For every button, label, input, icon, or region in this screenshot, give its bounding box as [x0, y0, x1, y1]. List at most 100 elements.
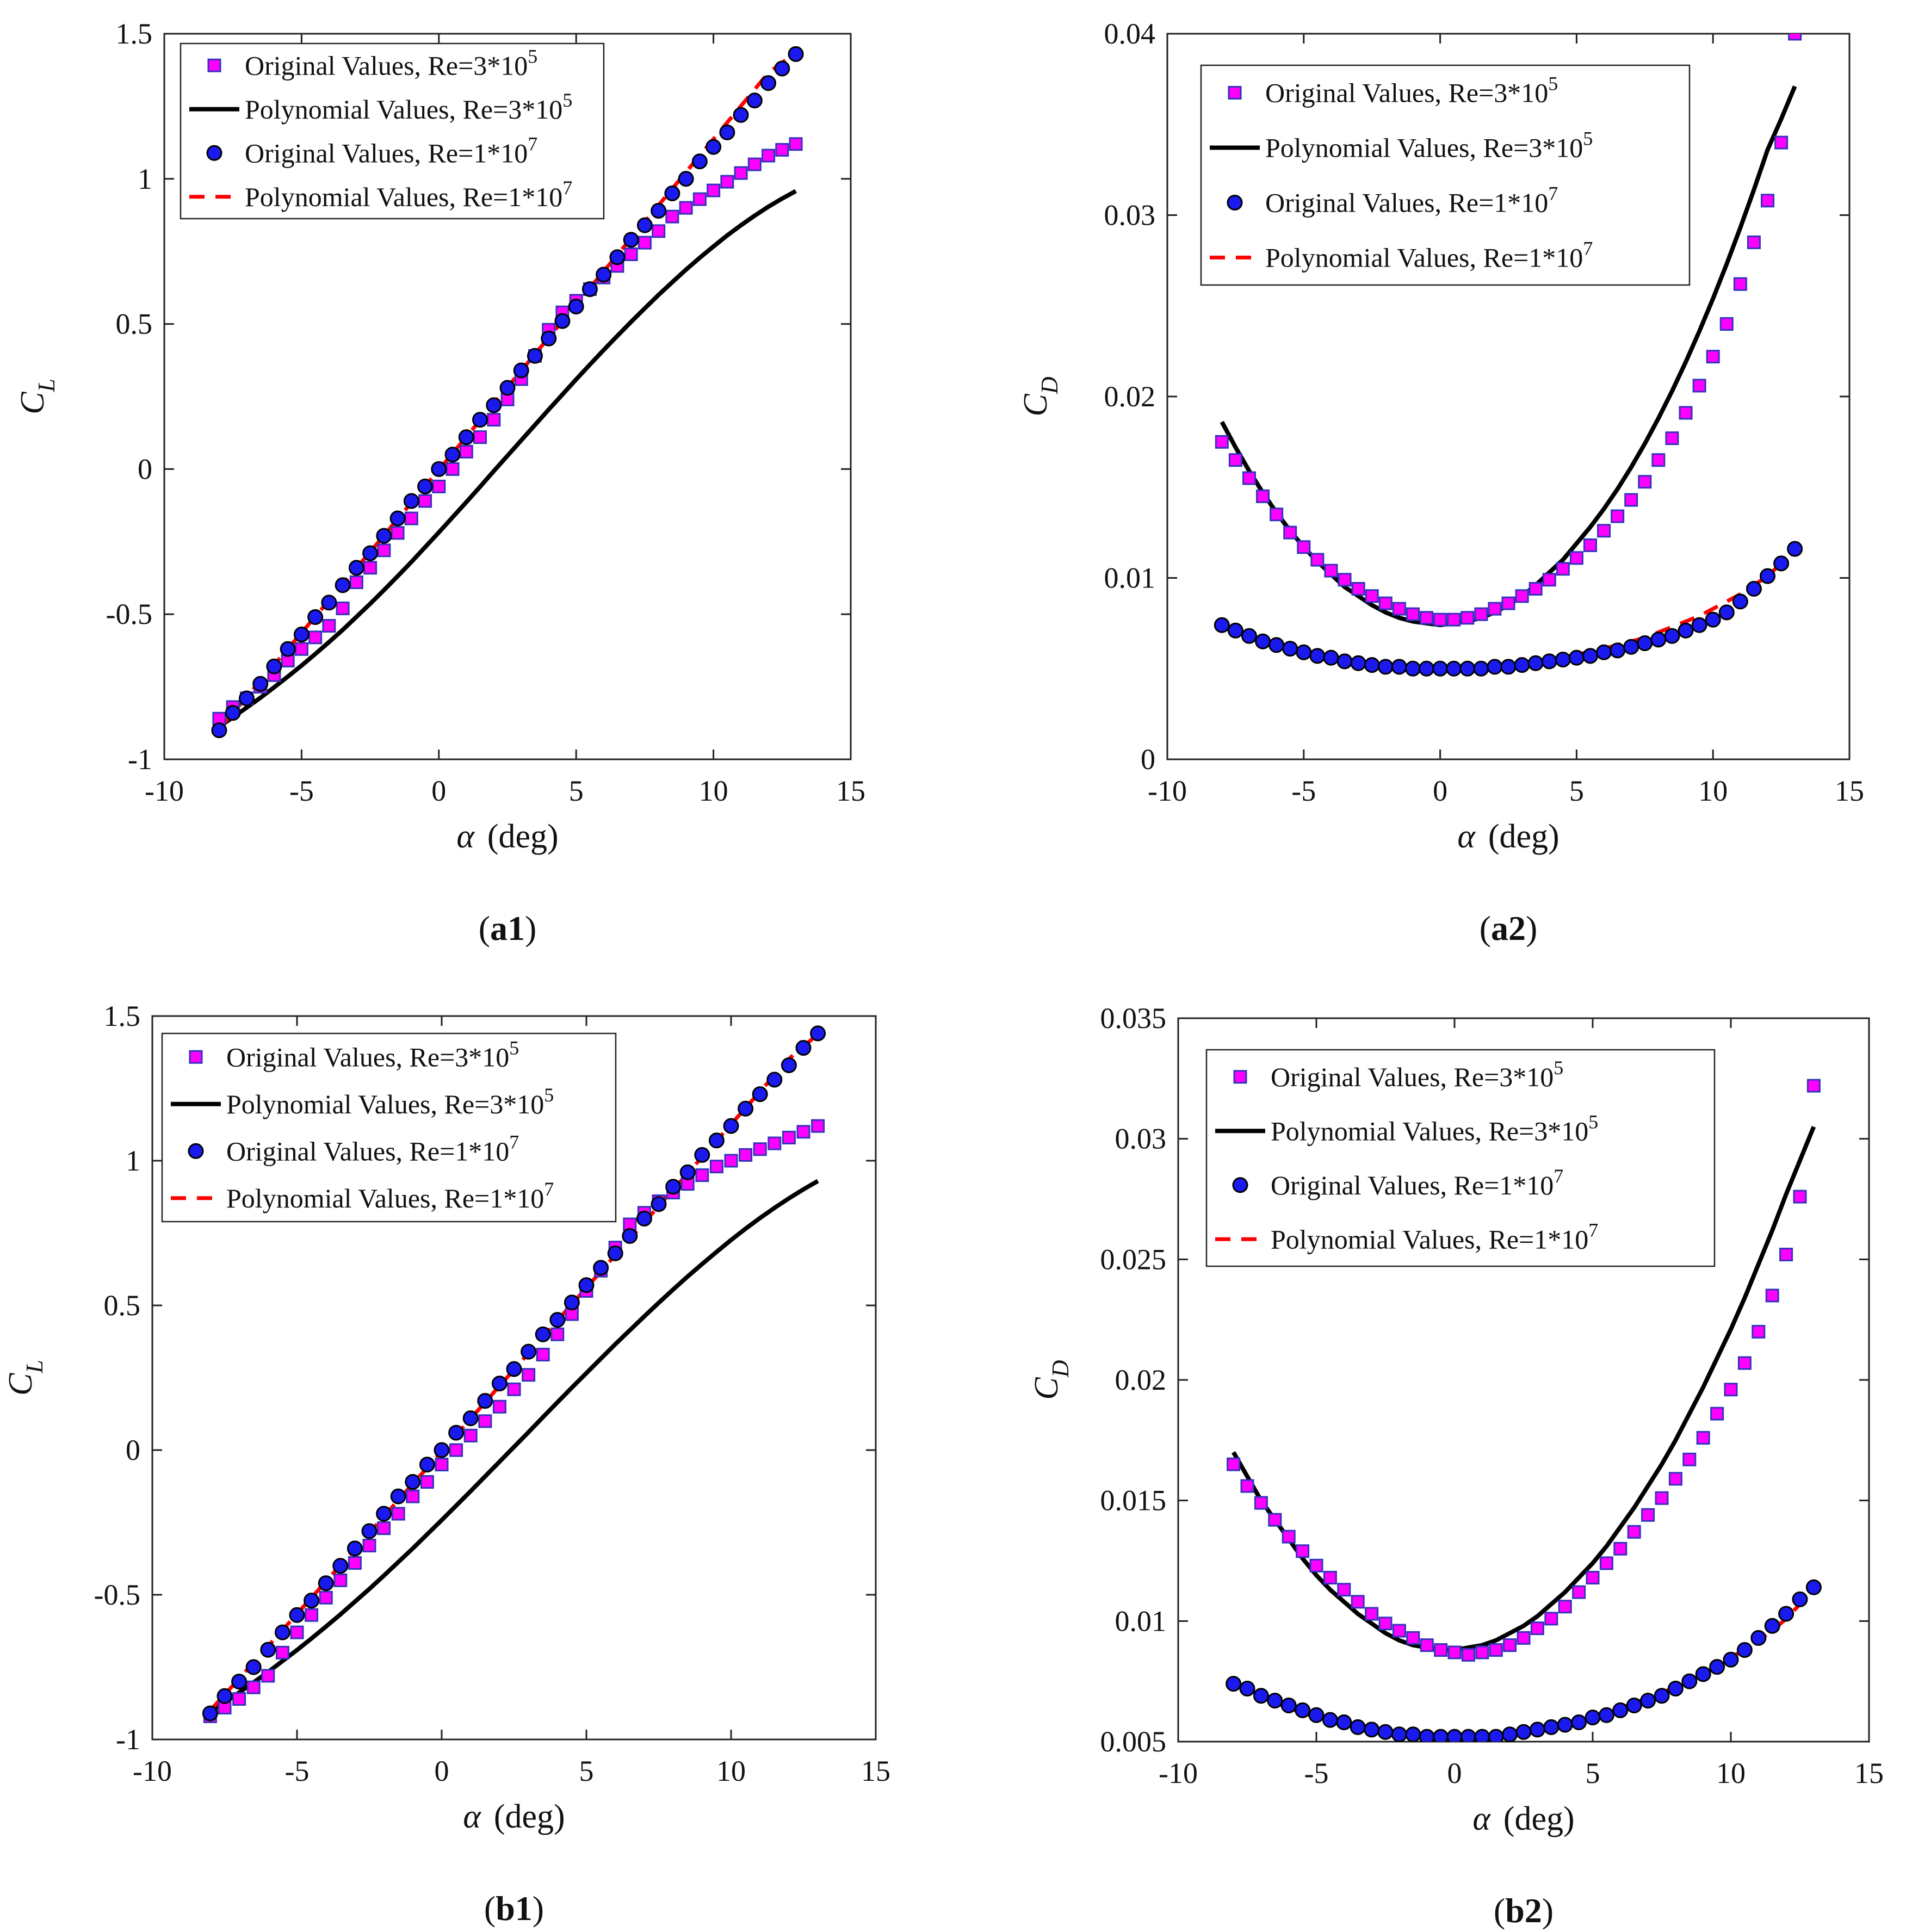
- data-point-square: [1517, 1631, 1531, 1645]
- panel-label-close: ): [525, 909, 536, 948]
- data-point-square: [473, 430, 487, 444]
- data-point-circle: [1295, 1702, 1311, 1718]
- data-point-square: [1242, 471, 1256, 485]
- data-point-square: [1489, 1643, 1503, 1657]
- legend-label: Original Values, Re=3*105: [245, 45, 537, 81]
- y-tick-label: 0.015: [1100, 1484, 1167, 1517]
- data-point-circle: [1760, 568, 1776, 584]
- data-point-circle: [491, 1376, 508, 1392]
- data-point-circle: [431, 461, 447, 477]
- data-point-square: [1297, 540, 1311, 554]
- series-line-1: [1232, 1125, 1816, 1652]
- data-point-square: [319, 1590, 333, 1605]
- data-point-square: [362, 1539, 376, 1553]
- x-axis-label: α (deg): [456, 818, 558, 855]
- legend-box: [1200, 64, 1691, 286]
- data-point-square: [404, 511, 418, 525]
- x-axis-unit: (deg): [1488, 818, 1560, 855]
- data-point-square: [406, 1489, 420, 1503]
- legend-label-exponent: 5: [509, 1037, 519, 1058]
- data-point-circle: [596, 267, 612, 283]
- data-point-circle: [723, 1118, 739, 1134]
- panel-label-close: ): [1526, 909, 1537, 948]
- y-tick-label: 0.035: [1100, 1002, 1167, 1035]
- x-tick-label: 10: [1698, 775, 1728, 807]
- x-axis-symbol: α: [456, 818, 475, 855]
- x-tick-label: 5: [579, 1755, 594, 1787]
- data-point-circle: [795, 1040, 812, 1056]
- data-point-circle: [321, 595, 337, 611]
- legend-label-main: Polynomial Values, Re=1*10: [245, 182, 562, 212]
- data-point-square: [1406, 1631, 1420, 1645]
- legend-box: [180, 42, 605, 220]
- chart-panel-a2: -10 -5 0 5 10 15 0 0.01 0.02 0.03 0.04 α (deg) CD (a2)…: [1017, 17, 1864, 948]
- data-point-square: [692, 192, 707, 206]
- data-point-square: [1501, 596, 1515, 610]
- y-axis-label: CD: [1028, 1360, 1074, 1400]
- legend-label-main: Polynomial Values, Re=3*10: [226, 1089, 544, 1119]
- data-point-circle: [376, 1506, 392, 1522]
- data-point-circle: [335, 577, 351, 593]
- legend-label-exponent: 5: [528, 45, 537, 67]
- legend-label-main: Original Values, Re=1*10: [1265, 188, 1548, 218]
- data-point-square: [1310, 553, 1325, 567]
- x-tick-label: 15: [1835, 775, 1864, 807]
- data-point-square: [1624, 493, 1638, 507]
- data-point-circle: [1598, 1707, 1614, 1723]
- data-point-circle: [535, 1326, 551, 1342]
- data-point-square: [487, 413, 501, 427]
- legend-label-exponent: 7: [1588, 1219, 1598, 1241]
- y-tick-label: 1: [126, 1144, 140, 1177]
- data-point-square: [1392, 602, 1406, 616]
- x-axis-unit: (deg): [487, 818, 559, 855]
- x-axis-symbol: α: [1472, 1800, 1491, 1837]
- y-tick-label: 0.02: [1115, 1364, 1167, 1396]
- panel-label-open: (: [1494, 1891, 1505, 1930]
- data-point-square: [363, 561, 378, 575]
- data-point-circle: [1718, 604, 1735, 621]
- data-point-square: [1434, 1643, 1448, 1657]
- data-point-circle: [1695, 1666, 1711, 1682]
- data-point-square: [391, 526, 405, 540]
- legend-label-main: Original Values, Re=1*10: [245, 138, 528, 168]
- data-point-circle: [746, 92, 763, 109]
- data-point-circle: [346, 1540, 363, 1557]
- data-point-square: [1378, 1617, 1393, 1631]
- y-tick-label: 0: [126, 1434, 140, 1466]
- data-point-square: [1611, 509, 1625, 523]
- legend-marker-circle: [188, 1143, 204, 1159]
- data-point-circle: [1432, 660, 1449, 677]
- data-point-circle: [554, 313, 571, 329]
- data-point-circle: [527, 348, 543, 364]
- panel-label-id: a1: [490, 909, 525, 948]
- data-point-circle: [549, 1312, 566, 1328]
- data-point-circle: [1667, 1680, 1684, 1696]
- data-point-circle: [1253, 1688, 1269, 1704]
- legend-label: Original Values, Re=1*107: [1265, 183, 1558, 218]
- panel-label-open: (: [1480, 909, 1491, 948]
- data-point-circle: [1267, 1693, 1283, 1709]
- x-tick-label: 15: [861, 1755, 890, 1787]
- x-tick-label: -10: [145, 775, 184, 807]
- data-point-circle: [810, 1025, 826, 1042]
- legend-label: Polynomial Values, Re=1*107: [1271, 1219, 1598, 1254]
- data-point-square: [782, 1130, 796, 1144]
- y-tick-label: 0.5: [104, 1289, 141, 1322]
- data-point-circle: [434, 1442, 450, 1458]
- data-point-circle: [1529, 1722, 1545, 1738]
- data-point-circle: [774, 60, 790, 77]
- data-point-square: [246, 1680, 261, 1694]
- data-point-circle: [781, 1057, 797, 1073]
- data-point-circle: [1527, 655, 1544, 671]
- data-point-square: [1806, 1079, 1821, 1093]
- legend-label-exponent: 5: [1548, 73, 1558, 95]
- data-point-square: [1256, 489, 1270, 503]
- data-point-circle: [332, 1558, 349, 1574]
- y-axis-label-main: C: [1017, 394, 1054, 417]
- data-point-circle: [307, 609, 324, 626]
- data-point-circle: [1322, 1712, 1338, 1728]
- data-point-circle: [238, 690, 255, 707]
- data-point-circle: [1459, 660, 1476, 677]
- panel-label-open: (: [479, 909, 490, 948]
